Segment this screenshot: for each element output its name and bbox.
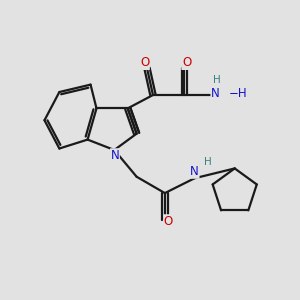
Text: −H: −H <box>229 87 248 100</box>
Text: O: O <box>140 56 149 69</box>
Text: N: N <box>211 87 220 100</box>
Text: O: O <box>182 56 191 69</box>
Text: N: N <box>111 149 119 162</box>
Text: O: O <box>164 215 173 228</box>
Text: N: N <box>190 165 199 178</box>
Text: H: H <box>204 157 212 167</box>
Text: H: H <box>213 75 221 85</box>
